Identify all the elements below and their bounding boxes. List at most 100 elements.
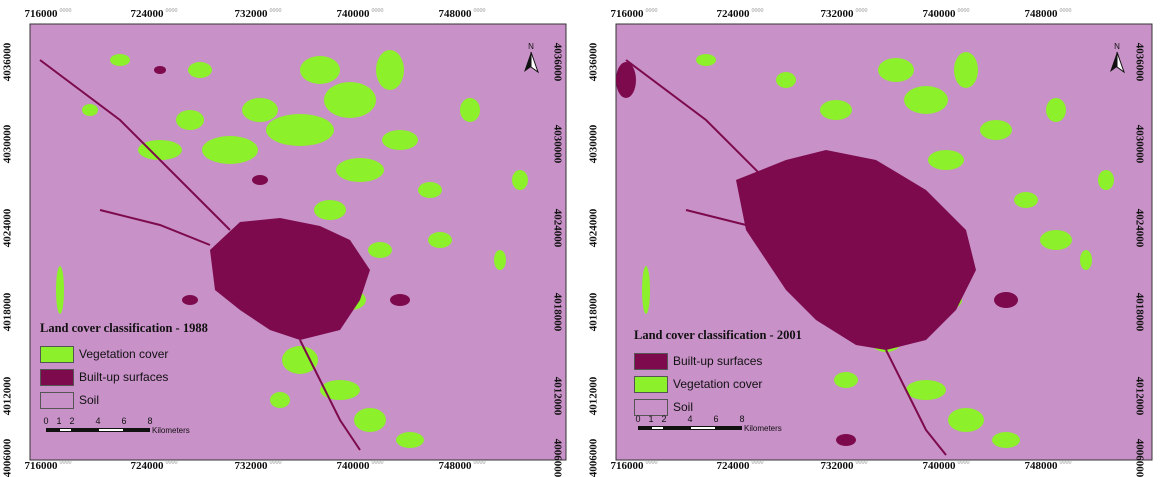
legend-label: Vegetation cover xyxy=(79,347,169,361)
north-arrow-icon xyxy=(524,51,539,74)
legend-item-vegetation: Vegetation cover xyxy=(634,374,864,394)
top-tick-748000: 748000 0000 xyxy=(1024,8,1072,20)
legend-item-builtup: Built-up surfaces xyxy=(40,367,270,387)
scale-bar: 0 1 2 4 6 8 Kilometers xyxy=(635,414,836,438)
builtup-swatch xyxy=(40,368,74,386)
scale-number: 2 xyxy=(661,414,667,424)
left-tick-4024000: 4024000 xyxy=(1,208,14,248)
vegetation-swatch xyxy=(40,345,74,363)
scale-number: 8 xyxy=(739,414,745,424)
north-arrow-icon xyxy=(1110,51,1125,74)
legend-item-builtup: Built-up surfaces xyxy=(634,351,864,371)
left-tick-4036000: 4036000 xyxy=(1,42,14,82)
top-tick-716000: 716000 0000 xyxy=(610,8,658,20)
legend: Land cover classification - 2001 Built-u… xyxy=(634,328,864,420)
legend: Land cover classification - 1988 Vegetat… xyxy=(40,321,270,413)
left-tick-4012000: 4012000 xyxy=(587,376,600,416)
right-tick-4012000: 4012000 xyxy=(551,376,564,416)
top-tick-748000: 748000 0000 xyxy=(438,8,486,20)
bottom-tick-732000: 732000 0000 xyxy=(820,460,868,472)
left-tick-4006000: 4006000 xyxy=(1,438,14,477)
scale-number: 4 xyxy=(687,414,693,424)
scale-number: 6 xyxy=(121,416,127,426)
left-tick-4024000: 4024000 xyxy=(587,208,600,248)
built-up-surfaces-areas xyxy=(39,59,410,451)
left-tick-4030000: 4030000 xyxy=(587,124,600,164)
scale-number: 0 xyxy=(635,414,641,424)
vegetation-swatch xyxy=(634,375,668,393)
scale-number: 1 xyxy=(56,416,62,426)
land-cover-map-2001 xyxy=(615,23,1153,461)
land-cover-map-1988 xyxy=(29,23,567,461)
left-tick-4012000: 4012000 xyxy=(1,376,14,416)
left-tick-4030000: 4030000 xyxy=(1,124,14,164)
map-panel-1988: 716000 0000 724000 0000 732000 0000 740000 0… xyxy=(0,0,582,477)
scale-number: 0 xyxy=(43,416,49,426)
scale-number: 6 xyxy=(713,414,719,424)
top-tick-740000: 740000 0000 xyxy=(922,8,970,20)
legend-label: Built-up surfaces xyxy=(673,354,763,368)
right-tick-4018000: 4018000 xyxy=(551,292,564,332)
right-tick-4030000: 4030000 xyxy=(1133,124,1146,164)
left-tick-4006000: 4006000 xyxy=(587,438,600,477)
legend-title: Land cover classification - 2001 xyxy=(634,328,802,342)
top-tick-724000: 724000 0000 xyxy=(716,8,764,20)
left-tick-4036000: 4036000 xyxy=(587,42,600,82)
bottom-tick-732000: 732000 0000 xyxy=(234,460,282,472)
soil-swatch xyxy=(40,391,74,409)
legend-label: Soil xyxy=(79,393,100,407)
bottom-tick-748000: 748000 0000 xyxy=(1024,460,1072,472)
scale-segment xyxy=(46,428,59,432)
scale-unit: Kilometers xyxy=(152,426,190,435)
bottom-tick-716000: 716000 0000 xyxy=(610,460,658,472)
north-arrow: N xyxy=(518,42,544,76)
scale-segment xyxy=(716,426,742,430)
right-tick-4024000: 4024000 xyxy=(551,208,564,248)
bottom-tick-740000: 740000 0000 xyxy=(922,460,970,472)
top-tick-740000: 740000 0000 xyxy=(336,8,384,20)
right-tick-4006000: 4006000 xyxy=(551,438,564,477)
right-tick-4018000: 4018000 xyxy=(1133,292,1146,332)
right-tick-4006000: 4006000 xyxy=(1133,438,1146,477)
left-tick-4018000: 4018000 xyxy=(1,292,14,332)
bottom-tick-748000: 748000 0000 xyxy=(438,460,486,472)
scale-segment xyxy=(690,426,716,430)
left-tick-4018000: 4018000 xyxy=(587,292,600,332)
top-tick-716000: 716000 0000 xyxy=(24,8,72,20)
scale-segment xyxy=(98,428,124,432)
bottom-tick-724000: 724000 0000 xyxy=(130,460,178,472)
top-tick-732000: 732000 0000 xyxy=(234,8,282,20)
scale-segment xyxy=(664,426,690,430)
legend-item-soil: Soil xyxy=(40,390,270,410)
bottom-tick-716000: 716000 0000 xyxy=(24,460,72,472)
built-up-surfaces-areas xyxy=(616,59,1018,456)
builtup-swatch xyxy=(634,352,668,370)
legend-label: Soil xyxy=(673,400,694,414)
scale-bar: 0 1 2 4 6 8 Kilometers xyxy=(43,416,244,440)
legend-item-vegetation: Vegetation cover xyxy=(40,344,270,364)
top-tick-732000: 732000 0000 xyxy=(820,8,868,20)
scale-segment xyxy=(124,428,150,432)
right-tick-4036000: 4036000 xyxy=(1133,42,1146,82)
soil-swatch xyxy=(634,398,668,416)
scale-segment xyxy=(651,426,664,430)
right-tick-4024000: 4024000 xyxy=(1133,208,1146,248)
scale-number: 2 xyxy=(69,416,75,426)
scale-segment xyxy=(59,428,72,432)
scale-unit: Kilometers xyxy=(744,424,782,433)
scale-number: 1 xyxy=(648,414,654,424)
scale-segment xyxy=(72,428,98,432)
north-label: N xyxy=(528,42,534,51)
scale-number: 8 xyxy=(147,416,153,426)
scale-segment xyxy=(638,426,651,430)
right-tick-4012000: 4012000 xyxy=(1133,376,1146,416)
north-label: N xyxy=(1114,42,1120,51)
bottom-tick-724000: 724000 0000 xyxy=(716,460,764,472)
legend-label: Built-up surfaces xyxy=(79,370,169,384)
right-tick-4036000: 4036000 xyxy=(551,42,564,82)
right-tick-4030000: 4030000 xyxy=(551,124,564,164)
legend-item-soil: Soil xyxy=(634,397,864,417)
map-panel-2001: 716000 0000 724000 0000 732000 0000 740000 0… xyxy=(586,0,1168,477)
legend-label: Vegetation cover xyxy=(673,377,763,391)
top-tick-724000: 724000 0000 xyxy=(130,8,178,20)
